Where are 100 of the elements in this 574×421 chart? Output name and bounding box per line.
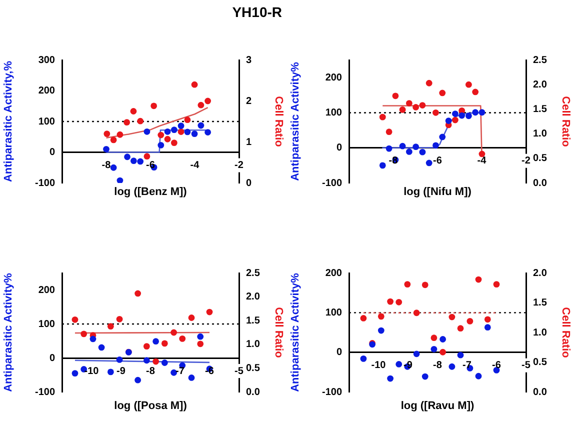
point [413, 350, 420, 358]
point [472, 109, 479, 116]
point [144, 153, 150, 160]
point [472, 88, 479, 96]
y2-tick-label: 1.0 [533, 327, 548, 338]
y-tick-label: 200 [325, 268, 342, 279]
y2-tick-label: 1.5 [246, 315, 260, 326]
y2-tick-label: 0.0 [246, 386, 260, 398]
point [452, 110, 458, 117]
point [143, 343, 150, 350]
x-axis-title: log ([Benz M]) [113, 186, 188, 198]
x-tick-label: -8 [146, 366, 156, 377]
point [152, 358, 160, 365]
y-tick-label: 100 [325, 107, 342, 118]
y2-tick-label: 3 [246, 54, 252, 66]
point [475, 372, 482, 380]
point [134, 290, 142, 297]
point [188, 374, 195, 381]
x-tick-label: -4 [477, 156, 487, 167]
point [144, 128, 150, 135]
point [432, 109, 439, 116]
point [170, 329, 178, 336]
x-tick-label: -9 [116, 366, 126, 377]
point [116, 316, 123, 322]
point [493, 281, 500, 288]
point [198, 102, 204, 108]
y2-tick-label: 2.0 [246, 292, 260, 303]
point [378, 313, 384, 320]
x-axis-title: log ([Posa M]) [113, 400, 188, 412]
point [170, 126, 178, 134]
point [360, 315, 367, 322]
point [143, 357, 150, 364]
y2-tick-label: 1.0 [533, 128, 548, 140]
y-axis-title: Antiparasitic Activity% [290, 62, 302, 181]
x-tick-label: -7 [462, 360, 472, 372]
point [419, 148, 426, 156]
y-tick-label: 200 [325, 72, 342, 84]
chart-title: YH10-R [231, 4, 282, 20]
point [124, 119, 130, 126]
y2-tick-label: 1 [246, 136, 252, 148]
point [430, 346, 438, 352]
point [440, 348, 446, 356]
point [392, 92, 399, 100]
point [137, 118, 144, 124]
point [130, 108, 137, 114]
point [72, 370, 78, 376]
point [197, 333, 204, 340]
y-tick-label: 300 [38, 54, 56, 66]
point [406, 100, 412, 106]
y2-tick-label: 0.5 [246, 362, 260, 374]
x-tick-label: -6 [492, 360, 502, 372]
y2-tick-label: 0.0 [533, 386, 548, 398]
point [137, 158, 144, 165]
x-tick-label: -2 [522, 156, 531, 167]
y2-tick-label: 2.5 [246, 268, 260, 279]
y-axis-title: Antiparasitic Activity% [2, 272, 15, 392]
point [465, 112, 472, 120]
point [130, 158, 137, 164]
point [466, 318, 474, 324]
point [72, 316, 78, 323]
x-tick-label: -5 [522, 360, 531, 372]
point [197, 340, 204, 348]
point [110, 136, 117, 144]
x-tick-label: -5 [234, 366, 244, 377]
y2-tick-label: 2.5 [533, 54, 548, 66]
y2-tick-label: 0.5 [533, 357, 548, 368]
point [457, 352, 464, 358]
point [124, 154, 130, 160]
y-tick-label: -100 [322, 178, 342, 189]
x-tick-label: -8 [102, 160, 112, 171]
point [179, 335, 186, 342]
point [399, 106, 406, 113]
point [204, 98, 212, 104]
point [170, 140, 178, 146]
point [379, 162, 386, 169]
point [413, 310, 420, 316]
x-tick-label: -4 [190, 160, 200, 171]
point [206, 308, 213, 316]
y2-axis-title: Cell Ratio [272, 307, 284, 358]
point [387, 375, 394, 382]
y-tick-label: -100 [34, 178, 56, 189]
point [158, 132, 164, 138]
point [178, 122, 184, 130]
x-axis-title: log ([Ravu M]) [400, 400, 476, 412]
point [110, 164, 117, 171]
point [107, 368, 114, 376]
y2-tick-label: 1.5 [533, 298, 548, 308]
point [184, 116, 191, 124]
point [204, 129, 212, 136]
point [378, 327, 384, 334]
point [458, 112, 466, 119]
point [164, 128, 171, 135]
point [107, 323, 114, 330]
x-tick-label: -6 [433, 156, 442, 167]
x-tick-label: -2 [234, 160, 244, 171]
point [419, 102, 426, 108]
y-tick-label: 200 [38, 284, 56, 296]
point [164, 136, 171, 142]
point [191, 130, 198, 137]
y-tick-label: 0 [49, 352, 56, 364]
